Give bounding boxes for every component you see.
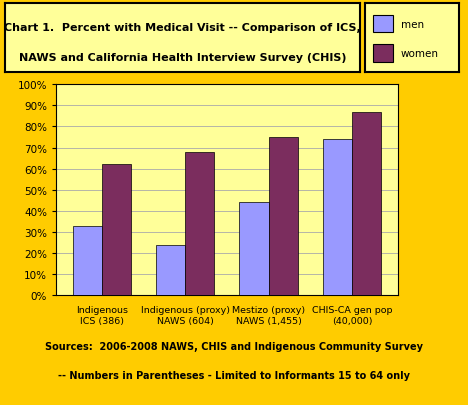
Bar <box>323 140 352 296</box>
Bar <box>102 165 131 296</box>
Bar <box>269 138 298 296</box>
Bar <box>352 113 381 296</box>
Text: women: women <box>401 49 439 59</box>
Bar <box>240 203 269 296</box>
Text: -- Numbers in Parentheses - Limited to Informants 15 to 64 only: -- Numbers in Parentheses - Limited to I… <box>58 370 410 379</box>
FancyBboxPatch shape <box>373 45 393 62</box>
Text: men: men <box>401 20 424 30</box>
Bar <box>185 152 214 296</box>
Text: Sources:  2006-2008 NAWS, CHIS and Indigenous Community Survey: Sources: 2006-2008 NAWS, CHIS and Indige… <box>45 341 423 351</box>
Text: Chart 1.  Percent with Medical Visit -- Comparison of ICS,: Chart 1. Percent with Medical Visit -- C… <box>4 23 361 33</box>
FancyBboxPatch shape <box>373 16 393 33</box>
Text: NAWS and California Health Interview Survey (CHIS): NAWS and California Health Interview Sur… <box>19 53 346 63</box>
Bar <box>156 245 185 296</box>
Bar <box>73 226 102 296</box>
